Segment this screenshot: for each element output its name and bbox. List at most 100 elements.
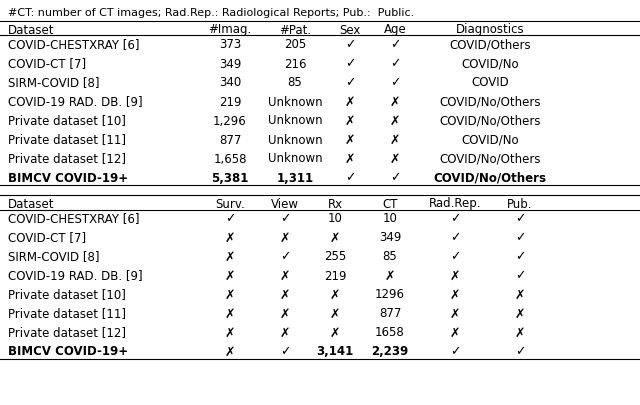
Text: BIMCV COVID-19+: BIMCV COVID-19+ — [8, 345, 128, 358]
Text: COVID-19 RAD. DB. [9]: COVID-19 RAD. DB. [9] — [8, 269, 143, 282]
Text: ✗: ✗ — [280, 231, 291, 244]
Text: ✓: ✓ — [225, 212, 236, 225]
Text: ✗: ✗ — [345, 95, 355, 108]
Text: ✗: ✗ — [385, 269, 396, 282]
Text: ✓: ✓ — [345, 58, 355, 70]
Text: 10: 10 — [328, 212, 342, 225]
Text: ✓: ✓ — [450, 345, 460, 358]
Text: COVID-CHESTXRAY [6]: COVID-CHESTXRAY [6] — [8, 212, 140, 225]
Text: COVID-19 RAD. DB. [9]: COVID-19 RAD. DB. [9] — [8, 95, 143, 108]
Text: ✓: ✓ — [280, 345, 291, 358]
Text: 1658: 1658 — [375, 326, 405, 339]
Text: CT: CT — [382, 197, 397, 210]
Text: 1,296: 1,296 — [213, 114, 247, 127]
Text: COVID/No/Others: COVID/No/Others — [439, 95, 541, 108]
Text: ✗: ✗ — [345, 114, 355, 127]
Text: 219: 219 — [219, 95, 241, 108]
Text: ✗: ✗ — [225, 269, 236, 282]
Text: ✓: ✓ — [515, 231, 525, 244]
Text: ✓: ✓ — [345, 76, 355, 89]
Text: Private dataset [11]: Private dataset [11] — [8, 307, 126, 320]
Text: 216: 216 — [284, 58, 307, 70]
Text: SIRM-COVID [8]: SIRM-COVID [8] — [8, 250, 99, 263]
Text: ✓: ✓ — [450, 212, 460, 225]
Text: Rx: Rx — [328, 197, 342, 210]
Text: Private dataset [10]: Private dataset [10] — [8, 288, 126, 301]
Text: COVID-CHESTXRAY [6]: COVID-CHESTXRAY [6] — [8, 38, 140, 51]
Text: View: View — [271, 197, 299, 210]
Text: COVID/Others: COVID/Others — [449, 38, 531, 51]
Text: ✗: ✗ — [450, 307, 460, 320]
Text: ✓: ✓ — [515, 269, 525, 282]
Text: ✓: ✓ — [345, 171, 355, 184]
Text: 1,658: 1,658 — [213, 152, 247, 165]
Text: ✗: ✗ — [280, 326, 291, 339]
Text: 85: 85 — [383, 250, 397, 263]
Text: 255: 255 — [324, 250, 346, 263]
Text: Private dataset [10]: Private dataset [10] — [8, 114, 126, 127]
Text: Private dataset [12]: Private dataset [12] — [8, 326, 126, 339]
Text: COVID/No: COVID/No — [461, 58, 519, 70]
Text: Unknown: Unknown — [268, 133, 323, 146]
Text: SIRM-COVID [8]: SIRM-COVID [8] — [8, 76, 99, 89]
Text: ✗: ✗ — [225, 288, 236, 301]
Text: ✗: ✗ — [345, 152, 355, 165]
Text: #Imag.: #Imag. — [209, 23, 252, 36]
Text: Unknown: Unknown — [268, 152, 323, 165]
Text: 1296: 1296 — [375, 288, 405, 301]
Text: #CT: number of CT images; Rad.Rep.: Radiological Reports; Pub.:  Public.: #CT: number of CT images; Rad.Rep.: Radi… — [8, 8, 414, 18]
Text: COVID-CT [7]: COVID-CT [7] — [8, 58, 86, 70]
Text: Private dataset [11]: Private dataset [11] — [8, 133, 126, 146]
Text: ✓: ✓ — [390, 171, 400, 184]
Text: ✗: ✗ — [450, 326, 460, 339]
Text: COVID/No/Others: COVID/No/Others — [439, 114, 541, 127]
Text: ✓: ✓ — [390, 76, 400, 89]
Text: 2,239: 2,239 — [371, 345, 408, 358]
Text: 1,311: 1,311 — [276, 171, 314, 184]
Text: 10: 10 — [383, 212, 397, 225]
Text: ✗: ✗ — [390, 133, 400, 146]
Text: Pub.: Pub. — [508, 197, 532, 210]
Text: ✗: ✗ — [390, 95, 400, 108]
Text: ✓: ✓ — [450, 231, 460, 244]
Text: ✗: ✗ — [345, 133, 355, 146]
Text: 85: 85 — [287, 76, 302, 89]
Text: Age: Age — [383, 23, 406, 36]
Text: 5,381: 5,381 — [211, 171, 249, 184]
Text: ✗: ✗ — [390, 114, 400, 127]
Text: ✗: ✗ — [330, 307, 340, 320]
Text: ✗: ✗ — [515, 307, 525, 320]
Text: 340: 340 — [219, 76, 241, 89]
Text: ✓: ✓ — [345, 38, 355, 51]
Text: ✓: ✓ — [515, 250, 525, 263]
Text: 877: 877 — [379, 307, 401, 320]
Text: ✗: ✗ — [390, 152, 400, 165]
Text: ✗: ✗ — [330, 326, 340, 339]
Text: 219: 219 — [324, 269, 346, 282]
Text: Dataset: Dataset — [8, 197, 54, 210]
Text: ✓: ✓ — [390, 58, 400, 70]
Text: ✗: ✗ — [225, 326, 236, 339]
Text: ✓: ✓ — [390, 38, 400, 51]
Text: ✗: ✗ — [225, 307, 236, 320]
Text: ✗: ✗ — [450, 269, 460, 282]
Text: Unknown: Unknown — [268, 95, 323, 108]
Text: ✗: ✗ — [280, 288, 291, 301]
Text: Rad.Rep.: Rad.Rep. — [429, 197, 481, 210]
Text: 3,141: 3,141 — [316, 345, 354, 358]
Text: Surv.: Surv. — [215, 197, 245, 210]
Text: ✓: ✓ — [450, 250, 460, 263]
Text: ✗: ✗ — [225, 250, 236, 263]
Text: 877: 877 — [219, 133, 241, 146]
Text: ✗: ✗ — [280, 307, 291, 320]
Text: BIMCV COVID-19+: BIMCV COVID-19+ — [8, 171, 128, 184]
Text: ✗: ✗ — [225, 231, 236, 244]
Text: ✓: ✓ — [515, 345, 525, 358]
Text: 349: 349 — [379, 231, 401, 244]
Text: Sex: Sex — [339, 23, 361, 36]
Text: COVID/No/Others: COVID/No/Others — [433, 171, 547, 184]
Text: COVID: COVID — [471, 76, 509, 89]
Text: ✓: ✓ — [280, 250, 291, 263]
Text: COVID-CT [7]: COVID-CT [7] — [8, 231, 86, 244]
Text: ✗: ✗ — [280, 269, 291, 282]
